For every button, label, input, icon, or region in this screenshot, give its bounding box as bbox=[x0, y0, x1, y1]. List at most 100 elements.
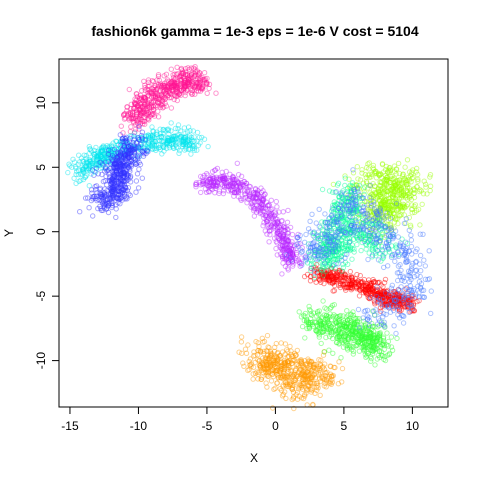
scatter-point bbox=[136, 153, 143, 160]
scatter-point bbox=[307, 361, 313, 367]
scatter-point bbox=[229, 187, 236, 194]
scatter-point bbox=[192, 91, 198, 97]
scatter-point bbox=[280, 391, 287, 398]
scatter-point bbox=[277, 386, 283, 392]
scatter-point bbox=[356, 338, 362, 345]
scatter-point bbox=[265, 221, 271, 228]
scatter-point bbox=[279, 271, 285, 277]
scatter-point bbox=[144, 106, 151, 112]
scatter-point bbox=[95, 156, 101, 163]
scatter-point bbox=[304, 319, 310, 326]
scatter-point bbox=[272, 212, 278, 219]
scatter-point bbox=[117, 171, 124, 177]
scatter-point bbox=[172, 125, 179, 132]
scatter-point bbox=[328, 381, 334, 387]
scatter-point bbox=[264, 361, 270, 368]
scatter-point bbox=[113, 169, 120, 176]
scatter-point bbox=[99, 164, 105, 171]
scatter-point bbox=[112, 173, 118, 179]
scatter-point bbox=[152, 95, 159, 102]
scatter-point bbox=[126, 146, 132, 152]
scatter-point bbox=[182, 78, 188, 84]
scatter-point bbox=[121, 158, 127, 165]
scatter-point bbox=[270, 357, 276, 364]
scatter-point bbox=[172, 83, 178, 90]
scatter-point bbox=[350, 327, 356, 334]
scatter-point bbox=[383, 342, 390, 348]
scatter-point bbox=[193, 184, 199, 190]
scatter-point bbox=[262, 205, 269, 211]
scatter-point bbox=[115, 142, 121, 148]
scatter-point bbox=[92, 152, 98, 158]
scatter-point bbox=[312, 375, 319, 381]
scatter-point bbox=[98, 159, 105, 165]
scatter-point bbox=[160, 133, 166, 140]
scatter-point bbox=[182, 77, 188, 84]
scatter-point bbox=[89, 158, 96, 164]
scatter-point bbox=[183, 141, 189, 147]
scatter-point bbox=[230, 183, 237, 190]
scatter-point bbox=[185, 82, 191, 89]
scatter-point bbox=[302, 373, 308, 379]
scatter-point bbox=[261, 215, 267, 221]
scatter-point bbox=[238, 196, 244, 202]
scatter-point bbox=[238, 339, 245, 345]
scatter-point bbox=[237, 182, 243, 188]
scatter-point bbox=[216, 188, 223, 194]
scatter-point bbox=[315, 330, 321, 336]
scatter-point bbox=[173, 86, 180, 92]
scatter-point bbox=[264, 355, 270, 362]
scatter-point bbox=[265, 373, 271, 379]
scatter-point bbox=[95, 152, 102, 158]
scatter-point bbox=[257, 348, 263, 354]
scatter-point bbox=[281, 232, 287, 238]
scatter-point bbox=[142, 100, 148, 107]
scatter-point bbox=[122, 154, 129, 160]
scatter-point bbox=[232, 180, 238, 186]
scatter-point bbox=[272, 358, 278, 364]
scatter-point bbox=[182, 80, 188, 86]
scatter-point bbox=[310, 380, 316, 386]
scatter-point bbox=[353, 328, 359, 334]
scatter-point bbox=[290, 353, 296, 359]
scatter-point bbox=[217, 177, 223, 183]
scatter-point bbox=[98, 148, 104, 155]
scatter-point bbox=[289, 256, 296, 262]
scatter-point bbox=[212, 180, 218, 186]
scatter-point bbox=[135, 120, 141, 127]
scatter-point bbox=[136, 166, 142, 172]
scatter-point bbox=[307, 364, 313, 370]
scatter-point bbox=[144, 86, 150, 92]
scatter-point bbox=[342, 323, 348, 329]
scatter-point bbox=[162, 100, 168, 107]
scatter-point bbox=[75, 161, 81, 168]
scatter-point bbox=[259, 374, 265, 380]
scatter-point bbox=[125, 177, 131, 183]
scatter-point bbox=[305, 382, 311, 388]
scatter-point bbox=[138, 134, 145, 141]
scatter-point bbox=[300, 371, 307, 378]
scatter-point bbox=[340, 344, 347, 350]
scatter-point bbox=[367, 331, 373, 337]
scatter-point bbox=[93, 162, 99, 169]
scatter-point bbox=[166, 87, 173, 94]
scatter-point bbox=[275, 374, 282, 381]
scatter-point bbox=[282, 360, 288, 366]
scatter-point bbox=[124, 172, 130, 178]
scatter-point bbox=[108, 148, 114, 154]
scatter-point bbox=[151, 88, 157, 95]
scatter-point bbox=[291, 371, 298, 377]
scatter-point bbox=[265, 202, 271, 209]
scatter-point bbox=[92, 184, 98, 190]
scatter-point bbox=[212, 167, 218, 174]
scatter-point bbox=[113, 164, 120, 170]
scatter-point bbox=[118, 194, 125, 201]
scatter-point bbox=[318, 357, 324, 363]
scatter-point bbox=[285, 359, 291, 365]
scatter-point bbox=[275, 375, 281, 381]
scatter-point bbox=[117, 181, 124, 187]
scatter-point bbox=[132, 101, 138, 107]
scatter-point bbox=[376, 332, 383, 338]
scatter-point bbox=[125, 164, 131, 170]
